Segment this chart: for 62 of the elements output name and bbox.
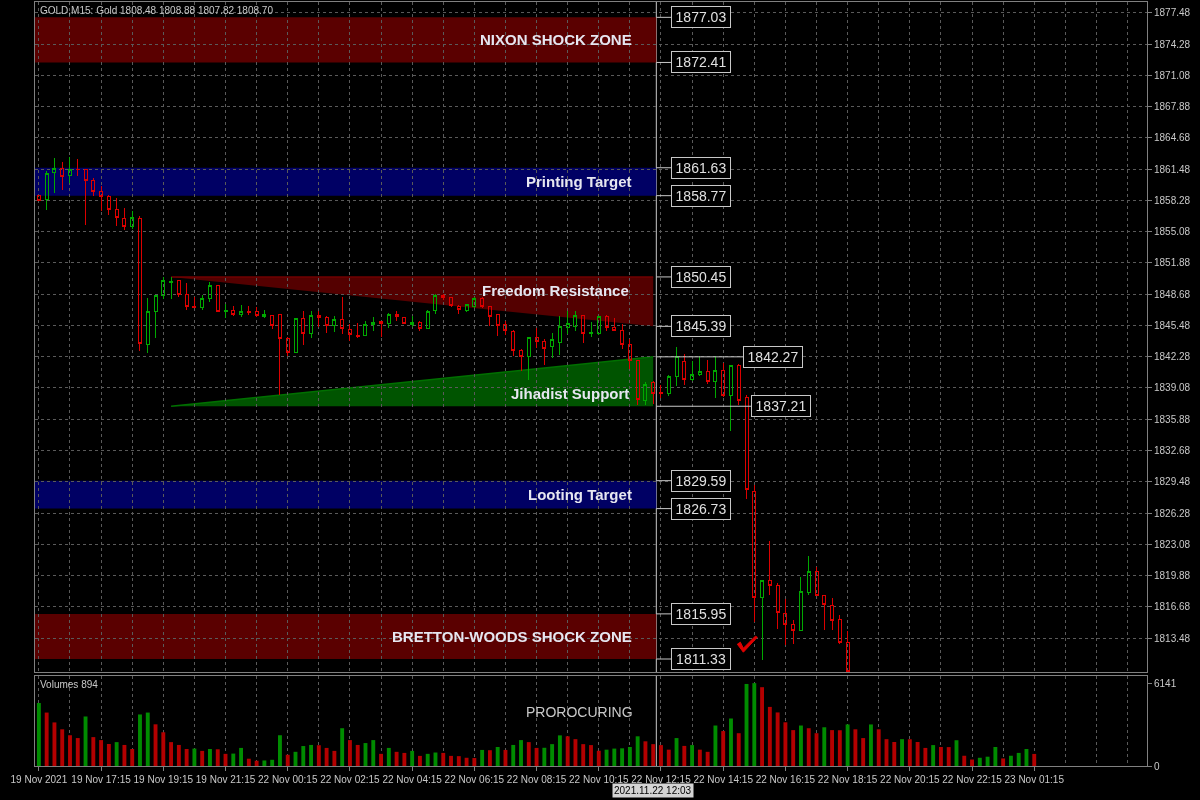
y-tick-label: 1861.48 [1154,163,1191,175]
y-tick-label: 1813.48 [1154,632,1191,644]
x-tick-label: 22 Nov 12:15 [631,774,692,785]
y-tick-label: 1874.28 [1154,38,1191,50]
x-tick-label: 22 Nov 16:15 [755,774,816,785]
y-tick-label: 1848.68 [1154,288,1191,300]
series-label: Jihadist Support [511,385,630,402]
chart-title: Volumes 894 [40,679,99,690]
x-tick-label: 23 Nov 01:15 [1004,774,1065,785]
annotation: 1842.27 [747,349,799,365]
x-tick-label: 22 Nov 04:15 [382,774,443,785]
annotation: 1850.45 [675,269,727,285]
annotation: 1845.39 [675,318,727,334]
x-tick-label: 22 Nov 02:15 [320,774,381,785]
y-tick-label: 1877.48 [1154,7,1191,19]
x-tick-label: 22 Nov 22:15 [942,774,1003,785]
y-tick-label: 1871.08 [1154,69,1191,81]
annotation: 1829.59 [675,473,727,489]
y-tick-label: 1829.48 [1154,476,1191,488]
x-tick-label: 22 Nov 08:15 [506,774,567,785]
annotation: 1877.03 [675,9,727,25]
annotation: 1815.95 [675,606,727,622]
annotation: PROROCURING [526,704,633,720]
x-tick-label: 22 Nov 06:15 [444,774,505,785]
y-tick-label: 1867.88 [1154,101,1191,113]
x-tick-label: 22 Nov 20:15 [880,774,941,785]
band-label: BRETTON-WOODS SHOCK ZONE [392,628,632,645]
annotation: 1872.41 [675,54,727,70]
y-tick-label: 1832.68 [1154,444,1191,456]
y-tick-label: 1839.08 [1154,382,1191,394]
x-tick-label: 22 Nov 00:15 [257,774,318,785]
x-tick-label: 19 Nov 17:15 [71,774,132,785]
band-label: NIXON SHOCK ZONE [480,31,632,48]
y-tick-label: 1816.68 [1154,601,1191,613]
y-tick-label: 1851.88 [1154,257,1191,269]
y-tick-label: 6141 [1154,677,1177,689]
band-label: Looting Target [528,486,632,503]
annotation: 1811.33 [676,651,726,667]
y-tick-label: 1858.28 [1154,194,1191,206]
y-tick-label: 1835.88 [1154,413,1191,425]
annotation: 1826.73 [675,501,727,517]
x-tick-label: 22 Nov 14:15 [693,774,754,785]
annotation: 1837.21 [755,398,807,414]
x-tick-label: 22 Nov 18:15 [817,774,878,785]
y-tick-label: 1845.48 [1154,319,1191,331]
annotation: 1858.77 [675,188,727,204]
x-tick-label: 2021.11.22 12:03 [614,785,692,796]
x-tick-label: 22 Nov 10:15 [569,774,629,785]
y-tick-label: 1819.88 [1154,570,1191,581]
series-label: Freedom Resistance [482,282,629,299]
x-tick-label: 19 Nov 2021 [10,774,68,785]
x-tick-label: 19 Nov 21:15 [195,774,256,785]
y-tick-label: 1855.08 [1154,226,1191,238]
y-tick-label: 1864.68 [1154,132,1191,144]
band-label: Printing Target [526,173,632,190]
y-tick-label: 1823.08 [1154,538,1191,550]
y-tick-label: 0 [1154,760,1160,772]
y-tick-label: 1826.28 [1154,507,1191,519]
x-tick-label: 19 Nov 19:15 [133,774,194,785]
chart-title: GOLD,M15: Gold 1808.48 1808.88 1807.82 1808.70 [40,5,274,16]
y-tick-label: 1842.28 [1154,351,1191,363]
annotation: 1861.63 [675,160,727,176]
